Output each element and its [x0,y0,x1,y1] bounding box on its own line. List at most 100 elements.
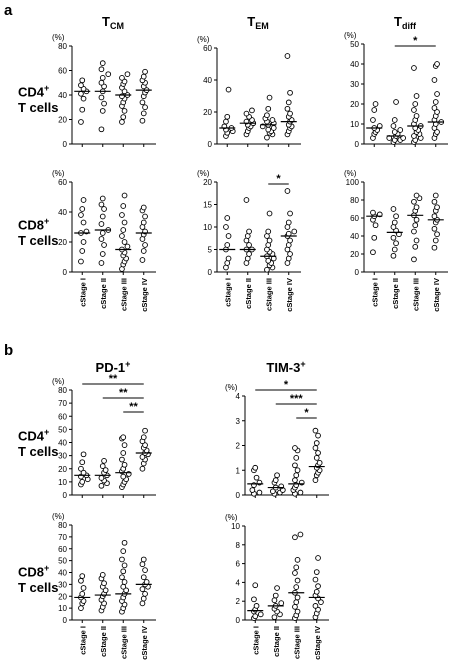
y-tick-label: 80 [350,196,359,205]
x-tick-label: cStage III [119,626,128,659]
y-tick-label: 80 [58,42,67,51]
data-point [246,228,252,235]
data-point [411,256,417,263]
data-point [432,237,439,244]
y-tick-label: 8 [236,541,241,550]
x-tick-label: cStage II [99,278,108,309]
data-point [119,556,125,563]
data-point [270,125,277,131]
data-point [397,127,404,133]
data-point [249,107,255,114]
chart-title: TCM [102,14,124,31]
data-point [101,242,107,248]
row-label-main: CD4 [18,84,45,100]
y-tick-label: 0 [355,140,360,149]
data-point [120,434,127,441]
data-point [274,585,280,591]
data-point [431,105,438,111]
data-point [266,237,273,244]
data-point [99,60,106,67]
data-point [284,188,291,194]
data-point [101,458,107,464]
data-point [119,233,125,239]
data-point [390,252,397,259]
data-point [411,107,417,113]
data-point [287,237,293,244]
data-point [266,94,273,101]
data-point [265,228,272,235]
y-tick-label: 2 [236,442,241,451]
significance-label: * [413,35,418,47]
data-point [101,580,107,587]
data-point [120,450,127,456]
data-point [99,463,106,469]
y-tick-label: 60 [58,545,67,554]
data-point [293,599,300,605]
data-point [80,219,87,226]
data-point [142,68,148,75]
row-label-a-cd4: CD4+ T cells [18,80,58,116]
data-point [257,611,264,618]
y-axis-label: (%) [52,33,65,42]
y-tick-label: 10 [231,522,240,531]
y-tick-label: 5 [208,246,213,255]
significance-label: * [284,379,289,391]
data-point [78,119,84,125]
data-point [278,600,285,606]
data-point [265,126,272,133]
data-point [79,106,86,113]
data-point [139,561,146,568]
y-tick-label: 20 [203,108,212,117]
data-point [312,427,319,434]
data-point [142,567,148,573]
data-point [413,204,420,211]
y-tick-label: 40 [203,76,212,85]
plot-a_tem_cd8: 0 5 10 15 20(%) cStage I cStage II cStage III cS… [197,169,301,312]
panel-b-label: b [4,342,14,359]
y-tick-label: 60 [58,412,67,421]
data-point [99,195,106,202]
y-tick-label: 0 [355,268,360,277]
x-tick-label: cStage IV [285,278,294,312]
data-point [142,242,148,248]
data-point [312,576,319,583]
row-label-main: CD4 [18,428,45,444]
x-tick-label: cStage I [370,278,379,307]
data-point [78,90,84,97]
significance-label: ** [119,387,128,399]
chart-title: PD-1+ [96,359,131,375]
x-tick-label: cStage IV [140,626,149,660]
data-point [372,101,379,107]
data-point [292,445,298,451]
y-tick-label: 40 [350,232,359,241]
data-point [223,118,229,125]
data-point [287,110,293,117]
y-axis-label: (%) [344,31,357,40]
y-axis-label: (%) [197,169,210,178]
data-point [79,77,86,84]
data-point [142,591,148,597]
data-point [292,462,298,469]
plot-a_tcm_cd4: 0 20 40 60 80(%) TCM [52,14,156,149]
chart-title-main: T [102,14,110,29]
data-point [224,242,231,248]
data-point [269,117,276,123]
data-point [431,244,438,251]
data-point [413,192,420,199]
data-point [80,239,87,245]
y-tick-label: 0 [63,491,68,500]
data-point [271,597,278,604]
data-point [287,251,293,257]
data-point [243,197,250,203]
data-point [119,212,125,218]
y-tick-label: 0 [208,140,213,149]
data-point [142,427,148,434]
data-point [121,539,128,546]
data-point [291,228,298,235]
data-point [412,222,419,229]
x-tick-label: cStage IV [313,626,322,660]
data-point [78,605,84,611]
data-point [98,201,105,208]
